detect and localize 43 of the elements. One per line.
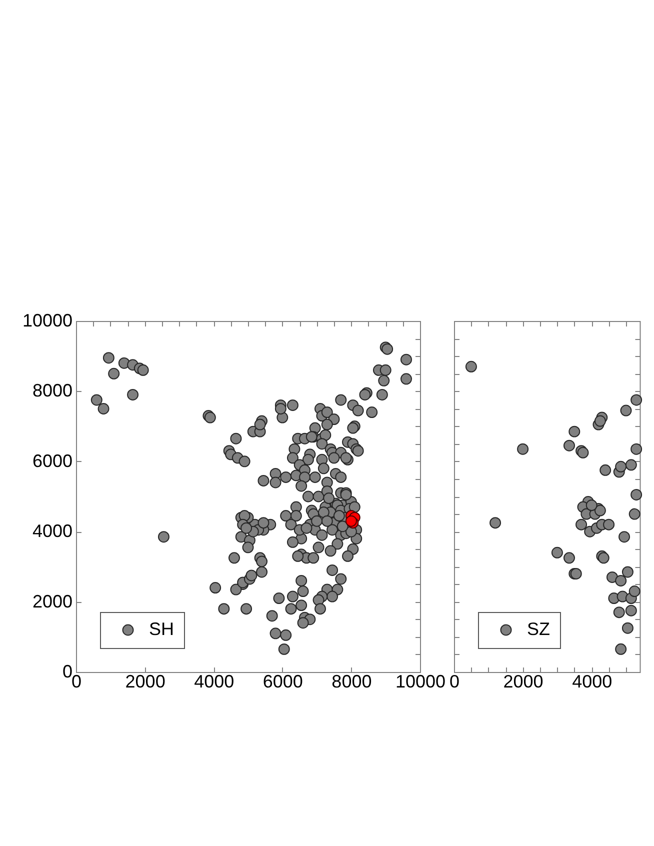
legend-label: SZ	[526, 618, 550, 639]
point	[628, 586, 640, 597]
point	[563, 440, 575, 452]
point	[606, 571, 618, 583]
point	[551, 546, 563, 558]
legend-label: SH	[149, 619, 174, 639]
y-tick-label: 2000	[32, 591, 72, 612]
point	[586, 500, 598, 512]
point	[630, 489, 642, 500]
x-tick-label: 10000	[395, 672, 446, 692]
point	[594, 415, 606, 427]
y-tick-label: 6000	[32, 450, 72, 471]
point	[630, 443, 642, 455]
point	[625, 459, 637, 471]
point	[625, 604, 637, 616]
point	[618, 531, 630, 543]
x-tick-label: 0	[449, 671, 460, 692]
point	[628, 508, 640, 520]
point	[620, 404, 632, 416]
x-tick-label: 8000	[332, 672, 372, 692]
point	[490, 517, 502, 529]
x-tick-label: 6000	[262, 672, 303, 692]
point	[615, 460, 627, 472]
point	[615, 575, 627, 586]
y-tick-label: 10000	[22, 310, 72, 330]
x-tick-label: 2000	[125, 672, 166, 692]
point	[630, 394, 642, 406]
y-tick-label: 4000	[32, 521, 72, 542]
point	[613, 606, 625, 618]
point	[615, 643, 627, 655]
x-tick-label: 2000	[503, 671, 544, 692]
point	[622, 566, 634, 578]
point	[563, 552, 575, 564]
point	[603, 518, 615, 530]
y-tick-label: 8000	[32, 380, 72, 401]
point	[465, 360, 477, 372]
point	[600, 464, 612, 476]
point	[517, 443, 529, 455]
x-tick-label: 4000	[194, 672, 234, 692]
point	[568, 426, 580, 438]
x-tick-label: 4000	[572, 671, 612, 692]
point	[622, 622, 634, 634]
point	[576, 518, 588, 530]
